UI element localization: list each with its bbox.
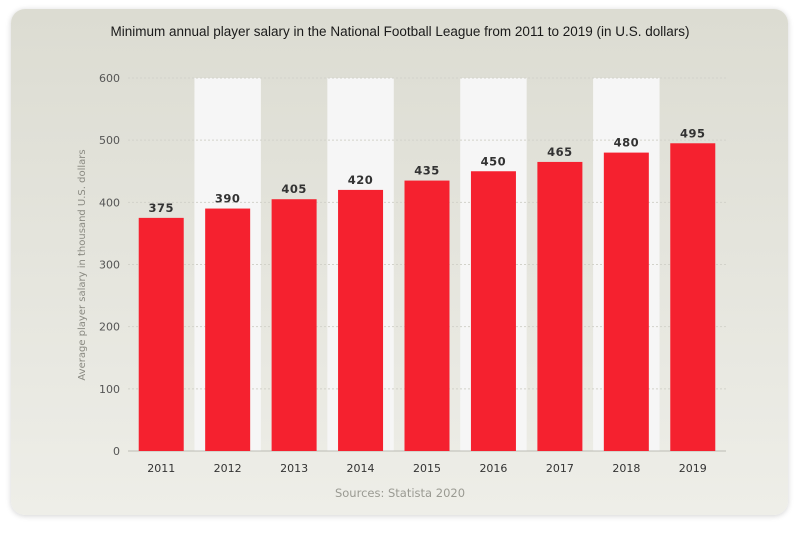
value-label-2017: 465 xyxy=(547,145,573,159)
y-tick-label: 400 xyxy=(99,196,120,209)
y-tick-label: 500 xyxy=(99,134,120,147)
bar-2013 xyxy=(271,199,317,451)
bar-2018 xyxy=(603,152,649,451)
value-label-2015: 435 xyxy=(414,164,440,178)
value-label-2016: 450 xyxy=(481,154,507,168)
value-label-2013: 405 xyxy=(281,182,307,196)
y-tick-label: 0 xyxy=(113,445,120,458)
bar-2019 xyxy=(670,143,716,451)
bar-2011 xyxy=(138,217,184,451)
bar-2014 xyxy=(338,189,384,451)
y-tick-label: 200 xyxy=(99,321,120,334)
bars xyxy=(138,143,716,452)
y-axis-label: Average player salary in thousand U.S. d… xyxy=(77,149,88,380)
x-tick-label-2014: 2014 xyxy=(347,462,375,475)
bar-2016 xyxy=(470,171,516,451)
x-tick-label-2018: 2018 xyxy=(612,462,640,475)
x-tick-label-2011: 2011 xyxy=(147,462,175,475)
value-label-2018: 480 xyxy=(614,136,640,150)
value-label-2011: 375 xyxy=(148,201,174,215)
x-tick-label-2015: 2015 xyxy=(413,462,441,475)
x-tick-label-2012: 2012 xyxy=(214,462,242,475)
x-tick-label-2016: 2016 xyxy=(479,462,507,475)
value-label-2012: 390 xyxy=(215,192,241,206)
bar-2015 xyxy=(404,180,450,451)
y-tick-label: 300 xyxy=(99,259,120,272)
value-labels: 375 390 405 420 435 450 465 480 495 xyxy=(148,126,705,215)
value-label-2014: 420 xyxy=(348,173,374,187)
chart-title: Minimum annual player salary in the Nati… xyxy=(110,24,690,39)
value-label-2019: 495 xyxy=(680,126,706,140)
y-tick-label: 100 xyxy=(99,383,120,396)
bar-2017 xyxy=(537,161,583,452)
x-tick-label-2017: 2017 xyxy=(546,462,574,475)
y-tick-label: 600 xyxy=(99,72,120,85)
x-axis-ticks: 2011 2012 2013 2014 2015 2016 2017 2018 2019 xyxy=(147,462,707,475)
source-note: Sources: Statista 2020 xyxy=(334,486,466,500)
bar-2012 xyxy=(205,208,251,451)
y-axis-ticks: 0 100 200 300 400 500 600 xyxy=(99,72,120,458)
x-tick-label-2019: 2019 xyxy=(679,462,707,475)
x-tick-label-2013: 2013 xyxy=(280,462,308,475)
